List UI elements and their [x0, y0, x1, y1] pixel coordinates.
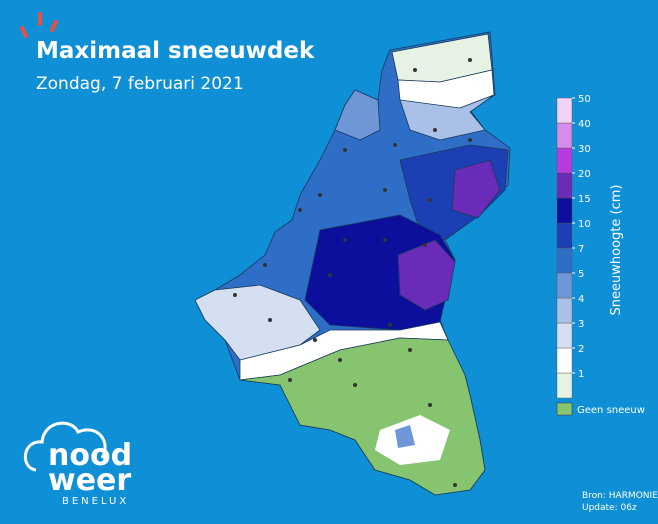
- colorbar-tick-label: 5: [578, 269, 584, 280]
- legend-label: Geen sneeuw: [577, 405, 645, 416]
- colorbar-cell: [556, 372, 573, 399]
- logo-sparks: [20, 12, 58, 38]
- logo-word: BENELUX: [62, 496, 129, 507]
- colorbar-tick-label: 3: [578, 319, 584, 330]
- city-dots: [233, 58, 472, 487]
- colorbar-cell: [556, 272, 573, 299]
- colorbar-label: Sneeuwhoogte (cm): [609, 185, 624, 316]
- colorbar-cell: [556, 122, 573, 149]
- colorbar-tick-label: 50: [578, 94, 591, 105]
- colorbar-tick-label: 7: [578, 244, 584, 255]
- colorbar-cell: [556, 197, 573, 224]
- colorbar-tick-label: 20: [578, 169, 591, 180]
- source: Update: 06z: [582, 503, 637, 513]
- subtitle: Zondag, 7 februari 2021: [36, 74, 244, 94]
- colorbar-tick-label: 4: [578, 294, 584, 305]
- colorbar-cell: [556, 147, 573, 174]
- logo: nood weer BENELUX: [23, 421, 132, 507]
- colorbar-cell: [556, 297, 573, 324]
- colorbar-tick-label: 15: [578, 194, 591, 205]
- colorbar-cell: [556, 172, 573, 199]
- benelux-map: [194, 31, 511, 496]
- colorbar-cell: [556, 347, 573, 374]
- colorbar-cell: [556, 247, 573, 274]
- colorbar-tick-label: 1: [578, 369, 584, 380]
- colorbar-cell: [556, 322, 573, 349]
- colorbar-tick-label: 2: [578, 344, 584, 355]
- logo-word: nood: [48, 438, 132, 473]
- colorbar-tick-label: 40: [578, 119, 591, 130]
- colorbar: 1 2 3 4 5 7 10 15 20 30 40 50: [556, 94, 591, 399]
- colorbar-tick-label: 30: [578, 144, 591, 155]
- colorbar-cell: [556, 222, 573, 249]
- logo-word: weer: [48, 463, 131, 498]
- legend-swatch: [556, 402, 573, 416]
- source: Bron: HARMONIE: [582, 491, 658, 501]
- colorbar-tick-label: 10: [578, 219, 591, 230]
- title: Maximaal sneeuwdek: [36, 38, 315, 64]
- colorbar-cell: [556, 97, 573, 124]
